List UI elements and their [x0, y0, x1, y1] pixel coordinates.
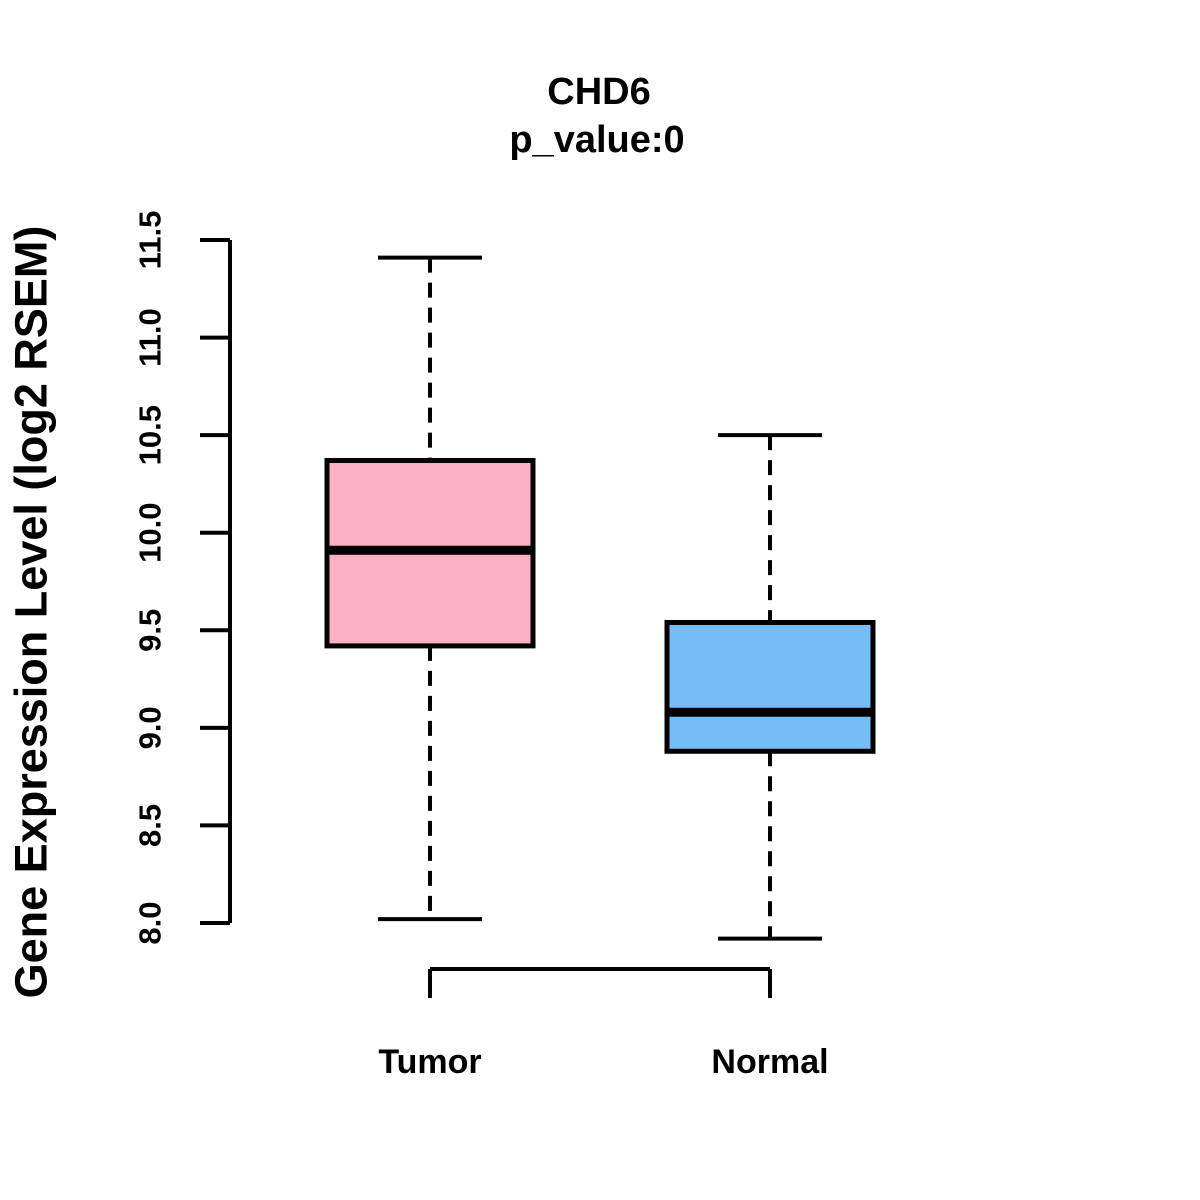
y-tick-label: 11.0	[133, 308, 168, 367]
y-tick-label: 9.5	[133, 609, 168, 652]
boxplot-tumor	[324, 255, 536, 922]
iqr-box	[664, 619, 876, 754]
x-axis-ticks	[428, 969, 772, 998]
x-category-label: Tumor	[378, 1043, 481, 1081]
y-tick-label: 11.5	[133, 211, 168, 270]
y-tick-label: 10.0	[133, 503, 168, 563]
y-tick-label: 8.5	[133, 804, 168, 847]
boxplot-normal	[664, 433, 876, 941]
y-tick-label: 8.0	[133, 901, 168, 944]
x-axis-labels: Tumor Normal	[378, 1043, 828, 1081]
y-axis: 8.0 8.5 9.0 9.5 10.0 10.5 11.0 11.5	[133, 211, 232, 945]
y-axis-title: Gene Expression Level (log2 RSEM)	[6, 226, 57, 999]
boxplot-series	[324, 255, 876, 941]
y-tick-label: 10.5	[133, 405, 168, 465]
x-category-label: Normal	[711, 1043, 828, 1081]
x-axis: Tumor Normal	[378, 967, 829, 1081]
chart-title: CHD6	[547, 71, 650, 113]
y-axis-ticks: 8.0 8.5 9.0 9.5 10.0 10.5 11.0 11.5	[133, 211, 230, 945]
chart-subtitle: p_value:0	[509, 119, 684, 161]
y-tick-label: 9.0	[133, 706, 168, 749]
